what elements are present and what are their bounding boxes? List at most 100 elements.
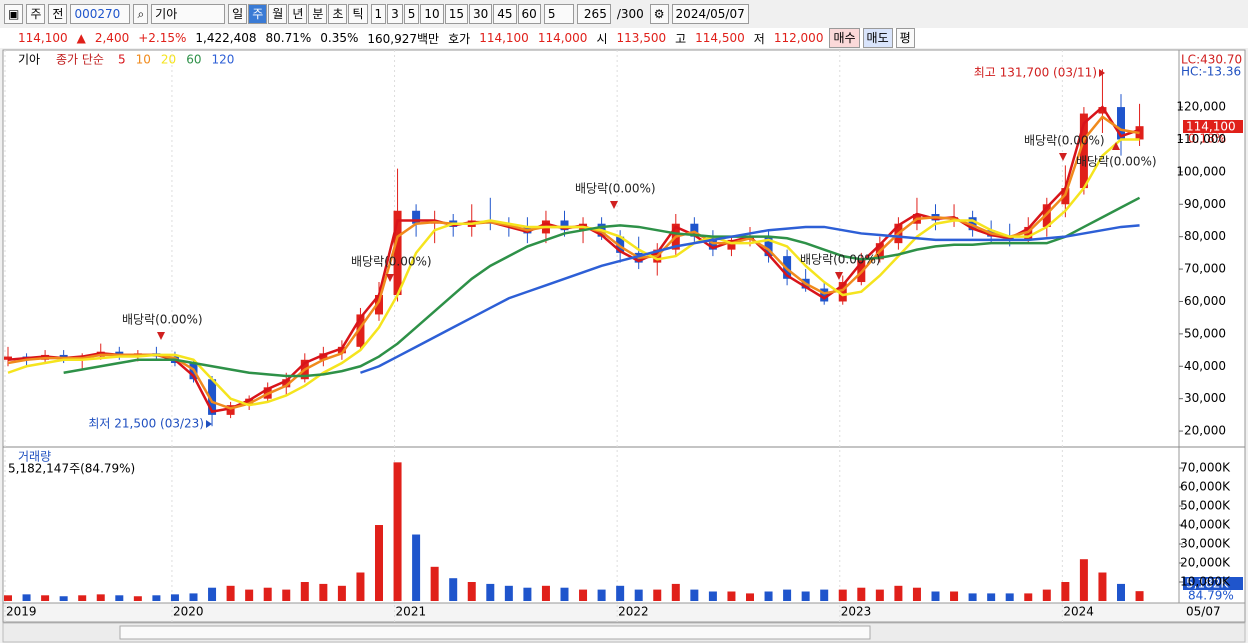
market[interactable]: 주 — [26, 4, 46, 24]
volume-tick-label: 70,000K — [1180, 461, 1231, 475]
volume-bar — [764, 591, 773, 601]
period-button[interactable]: 년 — [288, 4, 308, 24]
plot-area — [2, 49, 1180, 604]
y-tick-label: 20,000 — [1184, 424, 1226, 438]
candle-body — [4, 356, 12, 360]
interval-button[interactable]: 60 — [517, 4, 541, 24]
volume-bar — [263, 587, 272, 601]
stock-name[interactable]: 기아 — [151, 4, 226, 24]
annotation-arrow — [206, 420, 212, 428]
quote-bar: 114,100 ▲ 2,400 +2.15% 1,422,408 80.71% … — [0, 28, 1248, 48]
period-button[interactable]: 일 — [228, 4, 248, 24]
volume-bar — [319, 583, 328, 601]
menu[interactable]: ▣ — [4, 4, 24, 24]
volume-bar — [412, 534, 421, 601]
candle-body — [616, 236, 625, 253]
period-button[interactable]: 분 — [308, 4, 328, 24]
volume-bar — [671, 583, 680, 601]
volume-bar — [152, 595, 161, 601]
legend-entry: 10 — [136, 53, 151, 67]
low: 112,000 — [773, 31, 824, 45]
volume-bar — [356, 572, 365, 601]
open-label: 시 — [596, 31, 608, 46]
candle-body — [1079, 113, 1088, 189]
volume-bar — [931, 591, 940, 601]
y-tick-label: 90,000 — [1184, 197, 1226, 211]
legend-title: 종가 단순 — [56, 53, 104, 67]
annotation: 배당락(0.00%) — [800, 253, 881, 267]
volume-bar — [820, 589, 829, 601]
volume-tick-label: 20,000K — [1180, 556, 1231, 570]
volume-ratio: 80.71% — [265, 31, 312, 45]
volume-bar — [838, 589, 847, 601]
volume-bar — [449, 578, 458, 601]
candle-body — [319, 353, 328, 360]
volume-bar — [1079, 559, 1088, 601]
x-tick-label: 2021 — [396, 605, 427, 619]
volume-bar — [170, 594, 179, 601]
x-tick-label: 2019 — [6, 605, 37, 619]
candle-body — [838, 282, 847, 302]
interval-button[interactable]: 1 — [370, 4, 387, 24]
avg-button[interactable]: 평 — [895, 28, 915, 48]
ma-line — [360, 224, 1140, 374]
volume-bar — [857, 587, 866, 601]
volume-tick-label: 50,000K — [1180, 499, 1231, 513]
volume-bar — [541, 585, 550, 601]
volume-bar — [4, 595, 12, 601]
annotation-arrow — [157, 332, 165, 340]
volume-bar — [968, 593, 977, 601]
interval-button[interactable]: 30 — [468, 4, 493, 24]
tools[interactable]: ⚙ — [649, 4, 669, 24]
interval-button[interactable]: 10 — [420, 4, 444, 24]
mode[interactable]: 전 — [48, 4, 68, 24]
candle-body — [1117, 107, 1125, 140]
period-button[interactable]: 틱 — [348, 4, 368, 24]
sell-button[interactable]: 매도 — [862, 28, 893, 48]
buy-button[interactable]: 매수 — [829, 28, 860, 48]
search[interactable]: ⌕ — [133, 4, 149, 24]
candle-body — [208, 379, 217, 415]
volume-bar — [690, 589, 699, 601]
y-tick-label: 40,000 — [1184, 359, 1226, 373]
period-button[interactable]: 초 — [328, 4, 348, 24]
volume-bar — [523, 587, 532, 601]
volume-bar — [300, 582, 309, 601]
volume-bar — [708, 591, 717, 601]
volume-bar — [486, 583, 495, 601]
last-change: 0.18% — [1188, 132, 1226, 146]
interval-button[interactable]: 15 — [444, 4, 468, 24]
annotation-arrow — [1099, 69, 1105, 77]
candle-body — [375, 294, 383, 315]
period-button[interactable]: 월 — [268, 4, 288, 24]
annotation: 배당락(0.00%) — [1076, 155, 1157, 169]
high: 114,500 — [695, 31, 745, 45]
arrow: ▲ — [76, 31, 86, 45]
volume-bar — [430, 566, 439, 601]
open: 113,500 — [616, 31, 667, 45]
annotation: 배당락(0.00%) — [1024, 134, 1105, 148]
candle-body — [968, 217, 977, 231]
interval-button[interactable]: 5 — [403, 4, 420, 24]
volume-bar — [504, 585, 513, 601]
last-price: 114,100 — [1186, 120, 1236, 134]
max-count: /300 — [616, 7, 644, 21]
candle-body — [393, 210, 402, 295]
volume-bar — [1135, 591, 1144, 601]
legend-entry: 60 — [186, 53, 201, 67]
period-button[interactable]: 주 — [248, 4, 268, 24]
interval-button[interactable]: 45 — [493, 4, 517, 24]
volume-bar — [1024, 593, 1033, 601]
volume-bar — [801, 591, 810, 601]
candle-body — [690, 223, 699, 237]
volume-bar — [22, 594, 31, 601]
scroll-thumb[interactable] — [119, 625, 871, 640]
count[interactable]: 265 — [576, 4, 611, 24]
custom-interval[interactable]: 5 — [543, 4, 574, 24]
date[interactable]: 2024/05/07 — [671, 4, 749, 24]
interval-button[interactable]: 3 — [387, 4, 403, 24]
interval-group: 1 3 5 10 15 30 45 60 — [370, 4, 541, 24]
code-input[interactable]: 000270 — [70, 4, 131, 24]
y-tick-label: 50,000 — [1184, 326, 1226, 340]
